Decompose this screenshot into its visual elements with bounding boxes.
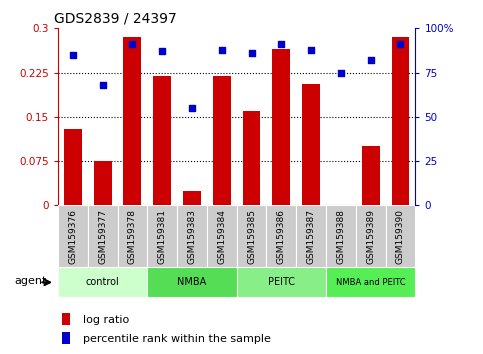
Text: GSM159388: GSM159388 [337,209,345,264]
Point [307,47,315,52]
Text: GSM159389: GSM159389 [366,209,375,264]
Bar [326,267,415,297]
Text: GSM159383: GSM159383 [187,209,197,264]
Point [158,48,166,54]
Bar [267,205,296,267]
Point [128,41,136,47]
Bar [385,205,415,267]
Text: GSM159386: GSM159386 [277,209,286,264]
Bar [58,205,88,267]
Bar [272,49,290,205]
Point [188,105,196,111]
Text: GSM159387: GSM159387 [307,209,315,264]
Bar [61,332,70,344]
Bar [326,205,356,267]
Text: GSM159390: GSM159390 [396,209,405,264]
Bar [94,161,112,205]
Text: NMBA: NMBA [177,277,207,287]
Bar [237,205,267,267]
Bar [183,190,201,205]
Bar [117,205,147,267]
Point [337,70,345,75]
Bar [153,75,171,205]
Text: percentile rank within the sample: percentile rank within the sample [83,334,271,344]
Bar [356,205,385,267]
Text: PEITC: PEITC [268,277,295,287]
Bar [207,205,237,267]
Bar [213,75,231,205]
Point [218,47,226,52]
Bar [147,205,177,267]
Text: control: control [86,277,119,287]
Bar [147,267,237,297]
Point [397,41,404,47]
Bar [61,313,70,325]
Bar [296,205,326,267]
Text: GSM159376: GSM159376 [69,209,77,264]
Bar [362,146,380,205]
Bar [237,267,326,297]
Text: GSM159385: GSM159385 [247,209,256,264]
Text: GSM159381: GSM159381 [158,209,167,264]
Bar [242,111,260,205]
Bar [392,37,410,205]
Bar [88,205,117,267]
Bar [58,267,147,297]
Bar [124,37,142,205]
Point [278,41,285,47]
Bar [302,84,320,205]
Point [69,52,77,58]
Text: GSM159377: GSM159377 [98,209,107,264]
Point [367,57,375,63]
Bar [64,129,82,205]
Point [248,50,256,56]
Text: GDS2839 / 24397: GDS2839 / 24397 [55,12,177,26]
Bar [177,205,207,267]
Text: agent: agent [14,276,47,286]
Text: GSM159384: GSM159384 [217,209,226,264]
Point [99,82,107,88]
Text: GSM159378: GSM159378 [128,209,137,264]
Text: NMBA and PEITC: NMBA and PEITC [336,278,406,287]
Text: log ratio: log ratio [83,315,129,325]
